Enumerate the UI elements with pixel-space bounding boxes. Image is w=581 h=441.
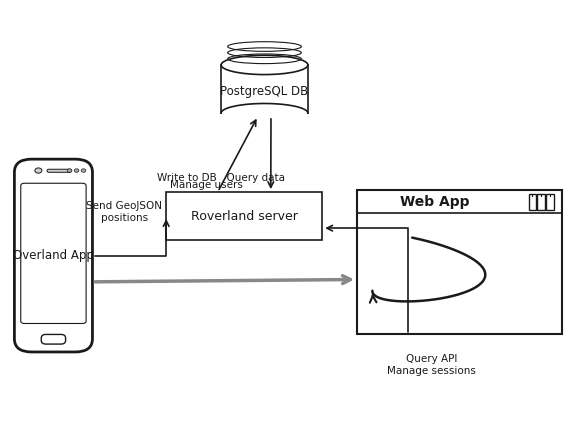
Text: Manage users: Manage users <box>170 180 243 190</box>
Text: Query API
Manage sessions: Query API Manage sessions <box>387 354 476 376</box>
Circle shape <box>67 169 72 172</box>
Circle shape <box>81 169 86 172</box>
FancyBboxPatch shape <box>21 183 86 324</box>
Text: PostgreSQL DB: PostgreSQL DB <box>220 85 309 98</box>
FancyBboxPatch shape <box>41 334 66 344</box>
FancyBboxPatch shape <box>47 169 71 172</box>
Text: Write to DB   Query data: Write to DB Query data <box>157 173 285 183</box>
Text: Web App: Web App <box>400 194 470 209</box>
FancyBboxPatch shape <box>529 194 536 210</box>
Text: Roverland server: Roverland server <box>191 209 297 223</box>
FancyBboxPatch shape <box>15 159 92 352</box>
Circle shape <box>35 168 42 173</box>
Polygon shape <box>221 65 308 113</box>
Text: Send GeoJSON
positions: Send GeoJSON positions <box>86 201 162 223</box>
Ellipse shape <box>221 55 308 75</box>
FancyBboxPatch shape <box>357 190 562 334</box>
FancyBboxPatch shape <box>166 192 322 240</box>
FancyBboxPatch shape <box>546 194 554 210</box>
Text: Overland App: Overland App <box>13 249 94 262</box>
FancyBboxPatch shape <box>537 194 545 210</box>
Circle shape <box>74 169 79 172</box>
